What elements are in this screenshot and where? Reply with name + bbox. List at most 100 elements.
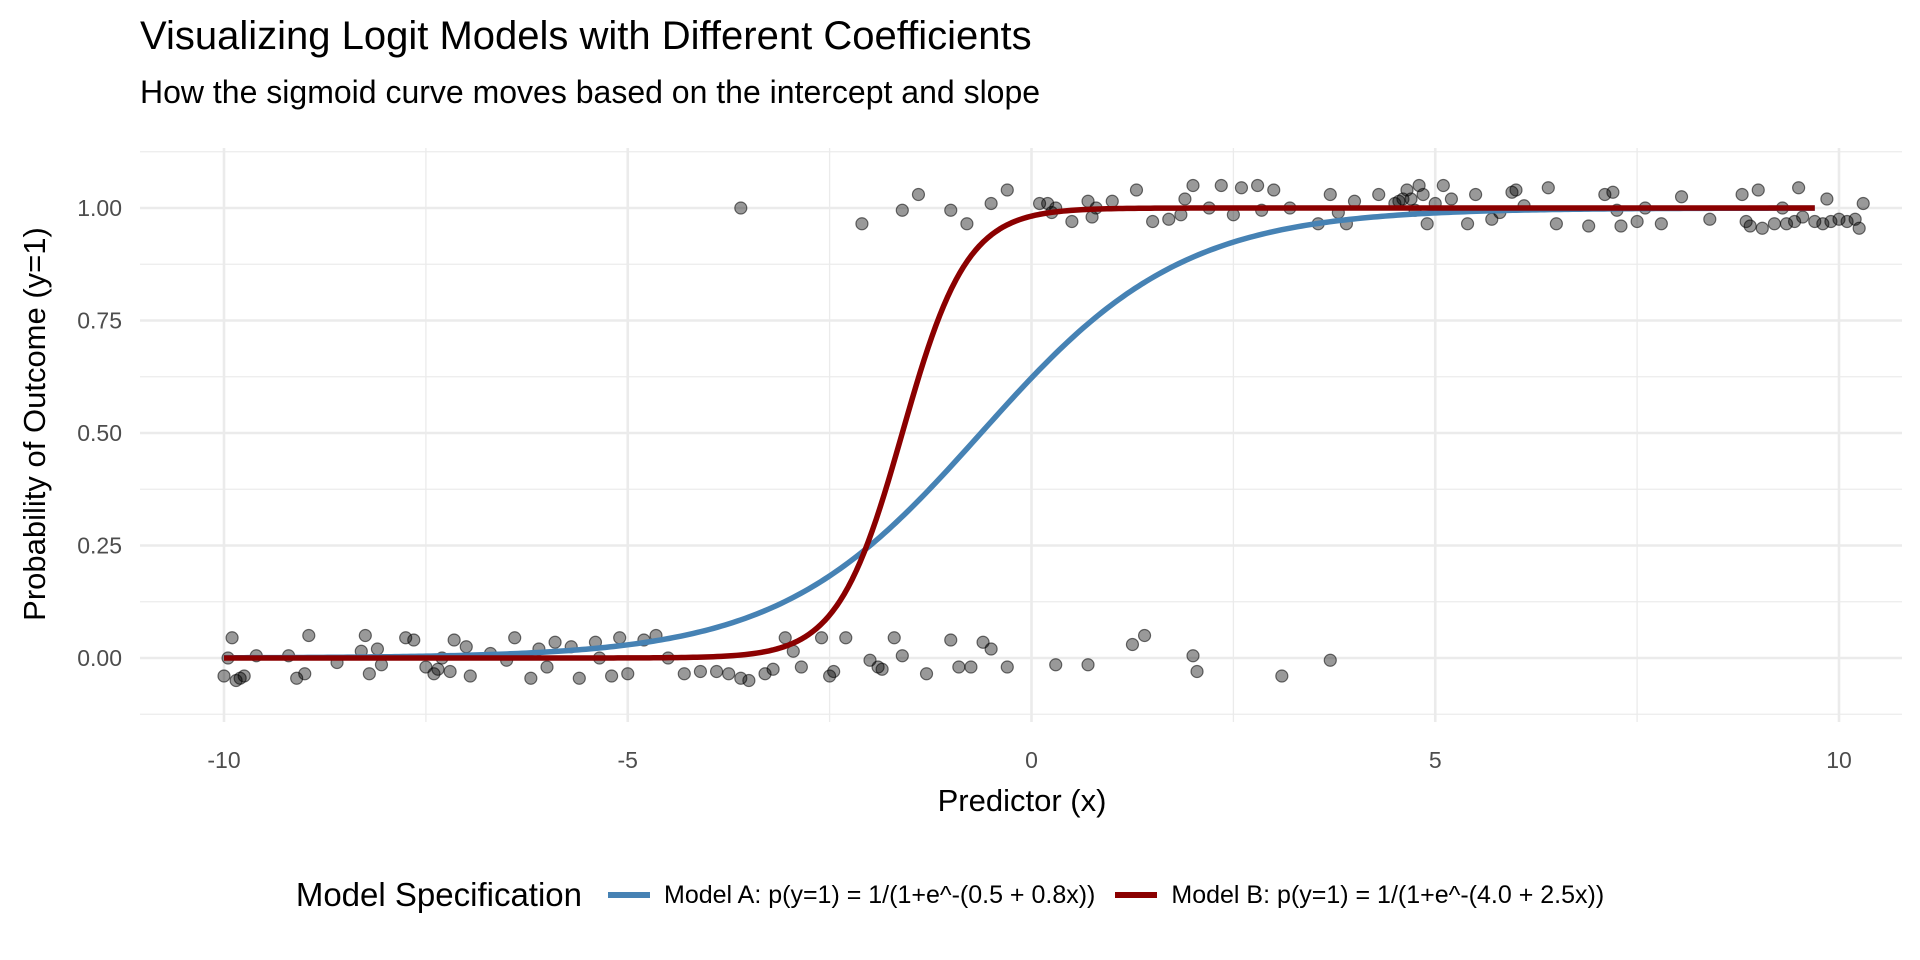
major-gridlines [140,148,1902,722]
legend-item-model-a: Model A: p(y=1) = 1/(1+e^-(0.5 + 0.8x)) [608,881,1095,910]
x-tick-label: 10 [1826,747,1852,773]
scatter-points [217,178,1870,688]
data-point [1267,183,1281,197]
data-point [1832,212,1846,226]
data-point [1416,187,1430,202]
data-point [1323,187,1337,202]
data-point [1323,653,1337,667]
data-point [1787,214,1802,229]
y-tick-label: 1.00 [77,195,122,221]
data-point [1824,214,1838,229]
data-point [1549,217,1563,231]
data-point [1816,217,1830,231]
data-point [1125,637,1140,652]
data-point [298,667,312,681]
data-point [734,201,748,215]
data-point [1779,217,1794,231]
data-point [1598,187,1612,202]
data-point [237,669,251,683]
data-point [960,217,974,231]
data-point [895,203,909,217]
data-point [621,667,635,681]
data-point [1000,183,1014,197]
data-point [463,669,477,683]
data-point [1792,181,1806,195]
data-point [984,196,998,211]
data-point [1743,219,1757,233]
data-point [1436,178,1450,193]
data-point [1630,214,1644,229]
legend-key-model-a [608,892,650,898]
data-point [758,667,772,681]
data-point [290,671,304,685]
data-point [1582,219,1596,233]
data-point [1796,210,1810,224]
x-axis-title: Predictor (x) [938,783,1107,818]
data-point [447,633,461,647]
data-point [794,660,808,674]
data-point [613,631,627,645]
data-point [548,635,562,649]
data-point [1469,187,1483,202]
data-point [1000,660,1014,674]
data-point [1767,217,1782,231]
data-point [1146,214,1160,229]
data-point [407,633,421,647]
data-point [887,631,901,645]
data-point [1751,183,1765,197]
data-point [399,631,413,645]
data-point [1162,212,1176,226]
y-tick-label: 0.00 [77,645,122,671]
data-point [1852,221,1866,235]
data-point [1654,217,1668,231]
data-point [1129,183,1144,197]
data-point [944,203,958,217]
legend-title: Model Specification [295,876,582,913]
data-point [572,671,586,685]
x-tick-label: 5 [1429,747,1442,773]
legend-key-model-b [1115,892,1158,898]
data-point [1614,219,1628,233]
data-point [358,628,372,643]
data-point [225,631,239,645]
x-tick-label: -5 [618,747,638,773]
data-point [1460,217,1475,231]
data-point [1820,192,1834,206]
data-point [722,667,736,681]
data-point [1214,178,1228,193]
data-point [1840,214,1854,229]
y-axis-title: Probability of Outcome (y=1) [17,227,52,621]
data-point [1049,658,1063,672]
data-point [709,664,724,679]
data-point [362,667,376,681]
data-point [919,667,934,681]
data-point [911,187,926,202]
x-tick-label: 0 [1025,747,1038,773]
curve-model-b [224,205,1815,661]
data-point [1186,649,1200,663]
data-point [1808,214,1822,229]
data-point [524,671,538,685]
data-point [1186,178,1200,193]
data-point [540,660,554,674]
data-point [1250,178,1265,193]
data-point [814,631,829,645]
data-point [217,669,231,683]
data-point [1755,221,1769,235]
data-point [839,631,853,645]
legend: Model Specification Model A: p(y=1) = 1/… [0,876,1920,914]
data-point [1735,187,1749,202]
data-point [1420,217,1434,231]
data-point [1606,185,1620,199]
data-point [895,649,909,663]
y-axis-ticks: 0.00 0.25 0.50 0.75 1.00 [77,195,122,671]
data-point [1444,192,1459,206]
data-point [1234,181,1249,195]
chart-title: Visualizing Logit Models with Different … [140,14,1032,58]
data-point [1703,212,1717,226]
data-point [1137,628,1152,643]
data-point [1541,181,1555,195]
data-point [1404,192,1418,206]
data-point [1372,187,1386,202]
data-point [604,669,619,683]
